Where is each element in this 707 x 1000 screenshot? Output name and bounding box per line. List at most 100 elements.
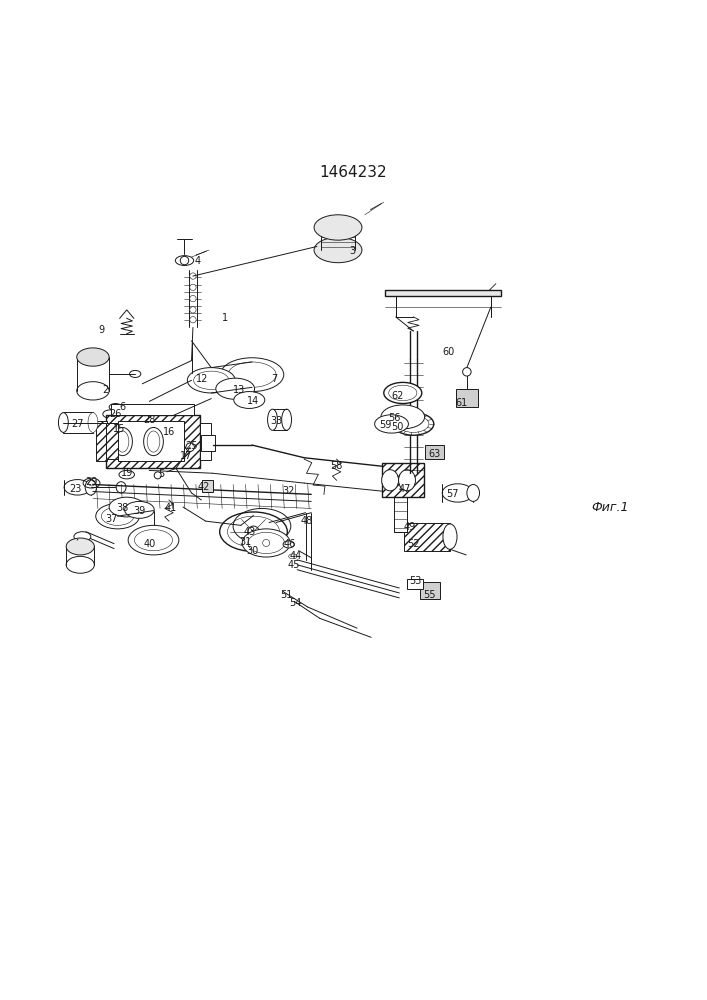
Polygon shape	[385, 290, 501, 296]
Ellipse shape	[124, 501, 154, 518]
Ellipse shape	[116, 482, 126, 493]
Text: 1: 1	[222, 313, 228, 323]
Text: 59: 59	[379, 420, 392, 430]
Text: 44: 44	[290, 551, 302, 561]
Ellipse shape	[101, 507, 134, 525]
Bar	[111, 404, 194, 415]
Circle shape	[154, 472, 161, 479]
Ellipse shape	[116, 431, 129, 452]
Text: 56: 56	[388, 413, 401, 423]
Text: 6: 6	[119, 402, 126, 412]
Ellipse shape	[243, 529, 290, 557]
Text: 16: 16	[163, 427, 175, 437]
Ellipse shape	[267, 409, 277, 430]
Ellipse shape	[399, 470, 416, 491]
Bar	[201, 435, 215, 451]
Ellipse shape	[85, 480, 96, 495]
Ellipse shape	[393, 413, 434, 435]
Text: 62: 62	[391, 391, 404, 401]
Text: 31: 31	[240, 537, 252, 547]
Text: 13: 13	[233, 385, 245, 395]
Text: 42: 42	[198, 482, 211, 492]
Ellipse shape	[134, 530, 173, 551]
Ellipse shape	[248, 532, 284, 554]
Text: 39: 39	[134, 506, 146, 516]
Circle shape	[88, 480, 94, 486]
Text: 54: 54	[290, 598, 302, 608]
Text: 15: 15	[113, 424, 125, 434]
Text: 29: 29	[86, 477, 98, 487]
Circle shape	[180, 256, 189, 265]
Ellipse shape	[314, 215, 362, 240]
Ellipse shape	[398, 415, 429, 432]
Text: 47: 47	[399, 484, 411, 494]
Circle shape	[189, 273, 196, 279]
Text: 38: 38	[117, 503, 129, 513]
Bar	[382, 463, 424, 497]
Ellipse shape	[228, 362, 276, 387]
Ellipse shape	[194, 371, 229, 389]
Text: 57: 57	[446, 489, 458, 499]
Text: 48: 48	[300, 516, 312, 526]
Circle shape	[112, 404, 118, 410]
Ellipse shape	[144, 427, 163, 456]
Bar	[105, 423, 118, 459]
Ellipse shape	[467, 485, 479, 501]
Text: 17: 17	[180, 451, 193, 461]
Text: 9: 9	[98, 325, 105, 335]
Bar	[404, 523, 450, 551]
Bar	[202, 480, 214, 492]
Ellipse shape	[187, 368, 235, 393]
Text: 45: 45	[288, 560, 300, 570]
Text: 53: 53	[409, 576, 421, 586]
Ellipse shape	[220, 512, 287, 551]
Ellipse shape	[234, 392, 264, 408]
Ellipse shape	[109, 497, 144, 517]
Text: 63: 63	[428, 449, 440, 459]
Text: 50: 50	[391, 422, 404, 432]
Bar	[139, 407, 173, 425]
Ellipse shape	[382, 470, 399, 491]
Ellipse shape	[389, 385, 417, 401]
Bar	[407, 579, 423, 589]
Bar	[64, 412, 93, 433]
Text: 19: 19	[122, 468, 134, 478]
Circle shape	[186, 443, 194, 451]
Circle shape	[263, 539, 269, 546]
Ellipse shape	[66, 538, 94, 555]
Ellipse shape	[77, 348, 109, 366]
Text: 23: 23	[69, 484, 81, 494]
Ellipse shape	[95, 504, 139, 529]
Bar	[95, 421, 107, 461]
Ellipse shape	[112, 427, 132, 456]
Ellipse shape	[66, 556, 94, 573]
Text: 58: 58	[330, 461, 343, 471]
Ellipse shape	[128, 525, 179, 555]
Bar	[200, 423, 211, 460]
Circle shape	[189, 295, 196, 302]
Text: 7: 7	[271, 374, 278, 384]
Bar	[426, 445, 443, 459]
Ellipse shape	[59, 413, 69, 432]
Text: 41: 41	[164, 503, 177, 513]
Text: 14: 14	[247, 396, 259, 406]
Ellipse shape	[216, 378, 255, 399]
Ellipse shape	[314, 237, 362, 263]
Text: 27: 27	[71, 419, 83, 429]
Text: 5: 5	[158, 469, 164, 479]
Circle shape	[189, 307, 196, 313]
Bar	[118, 421, 185, 461]
Ellipse shape	[384, 382, 422, 404]
Text: 37: 37	[106, 514, 118, 524]
Ellipse shape	[381, 405, 425, 429]
Text: 60: 60	[443, 347, 455, 357]
Ellipse shape	[228, 516, 279, 547]
Ellipse shape	[443, 524, 457, 549]
Text: 55: 55	[423, 590, 436, 600]
Ellipse shape	[88, 413, 98, 432]
Text: 51: 51	[281, 590, 293, 600]
Ellipse shape	[288, 554, 297, 559]
Circle shape	[189, 284, 196, 290]
Circle shape	[462, 368, 471, 376]
Ellipse shape	[375, 415, 409, 433]
